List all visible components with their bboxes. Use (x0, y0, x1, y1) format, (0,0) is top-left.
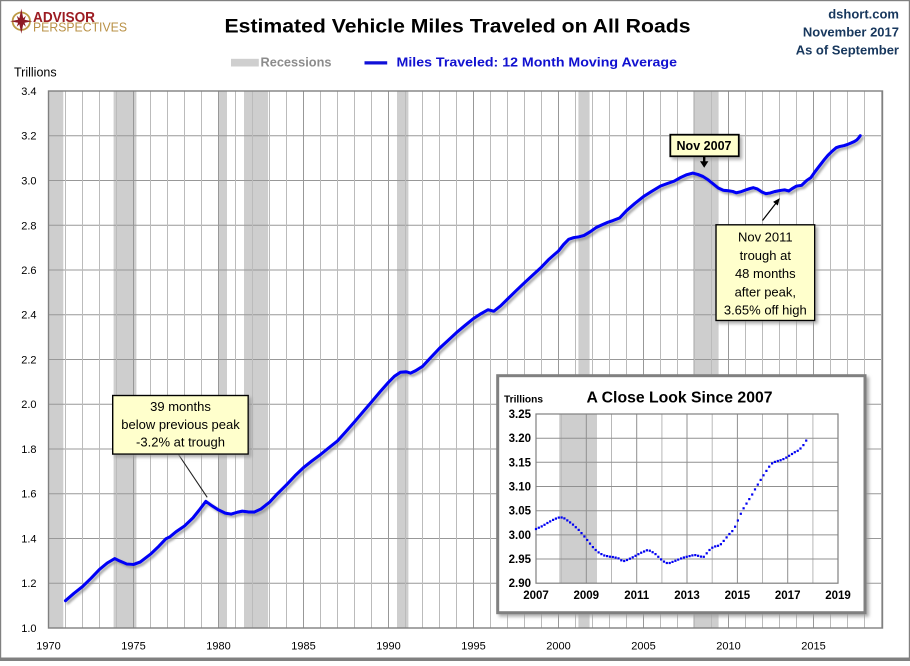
svg-text:1975: 1975 (121, 641, 145, 653)
svg-text:3.25: 3.25 (509, 409, 532, 421)
svg-text:2019: 2019 (825, 590, 851, 602)
svg-text:2013: 2013 (674, 590, 700, 602)
svg-text:-3.2% at trough: -3.2% at trough (136, 435, 225, 450)
svg-text:A Close Look Since 2007: A Close Look Since 2007 (587, 390, 773, 407)
svg-text:2.0: 2.0 (21, 399, 36, 411)
svg-text:As of September: As of September (796, 42, 899, 57)
svg-text:2007: 2007 (523, 590, 549, 602)
svg-text:1985: 1985 (291, 641, 315, 653)
svg-text:2000: 2000 (546, 641, 570, 653)
svg-text:2.2: 2.2 (21, 355, 36, 367)
svg-text:3.4: 3.4 (21, 86, 36, 98)
svg-text:Estimated Vehicle Miles Travel: Estimated Vehicle Miles Traveled on All … (225, 17, 691, 38)
svg-text:Nov 2007: Nov 2007 (677, 138, 732, 153)
svg-text:below previous peak: below previous peak (121, 417, 240, 432)
svg-text:3.00: 3.00 (509, 530, 531, 542)
svg-text:dshort.com: dshort.com (828, 7, 899, 22)
svg-text:2017: 2017 (775, 590, 801, 602)
svg-text:ADVISOR: ADVISOR (33, 10, 95, 26)
svg-text:Recessions: Recessions (261, 54, 332, 69)
svg-text:November 2017: November 2017 (803, 25, 899, 40)
svg-text:3.65% off high: 3.65% off high (724, 303, 807, 318)
svg-text:2.6: 2.6 (21, 265, 36, 277)
svg-text:1970: 1970 (36, 641, 60, 653)
svg-text:3.2: 3.2 (21, 131, 36, 143)
svg-text:2010: 2010 (716, 641, 740, 653)
svg-text:1.0: 1.0 (21, 623, 36, 635)
svg-text:1980: 1980 (206, 641, 230, 653)
svg-text:2015: 2015 (801, 641, 825, 653)
svg-text:1.6: 1.6 (21, 489, 36, 501)
svg-text:48 months: 48 months (735, 266, 796, 281)
svg-text:1.2: 1.2 (21, 578, 36, 590)
svg-text:1995: 1995 (461, 641, 485, 653)
svg-text:after peak,: after peak, (735, 284, 796, 299)
svg-text:2.95: 2.95 (509, 554, 532, 566)
svg-text:Trillions: Trillions (504, 395, 543, 406)
svg-text:2011: 2011 (624, 590, 650, 602)
svg-text:2.4: 2.4 (21, 310, 36, 322)
svg-text:Nov 2011: Nov 2011 (738, 230, 793, 245)
svg-text:2.8: 2.8 (21, 220, 36, 232)
svg-text:1.4: 1.4 (21, 534, 36, 546)
svg-text:2005: 2005 (631, 641, 655, 653)
svg-text:3.20: 3.20 (509, 433, 531, 445)
svg-text:2015: 2015 (725, 590, 751, 602)
svg-text:1.8: 1.8 (21, 444, 36, 456)
svg-text:1990: 1990 (376, 641, 400, 653)
svg-text:3.05: 3.05 (509, 506, 532, 518)
svg-text:2009: 2009 (574, 590, 600, 602)
svg-text:39 months: 39 months (150, 399, 211, 414)
svg-text:trough at: trough at (740, 248, 792, 263)
svg-text:3.15: 3.15 (509, 457, 532, 469)
svg-text:PERSPECTIVES: PERSPECTIVES (33, 21, 127, 35)
svg-text:Miles Traveled: 12 Month Movin: Miles Traveled: 12 Month Moving Average (397, 54, 678, 69)
svg-text:2.90: 2.90 (509, 578, 531, 590)
svg-text:Trillions: Trillions (14, 66, 57, 80)
svg-text:3.0: 3.0 (21, 176, 36, 188)
svg-text:3.10: 3.10 (509, 482, 531, 494)
